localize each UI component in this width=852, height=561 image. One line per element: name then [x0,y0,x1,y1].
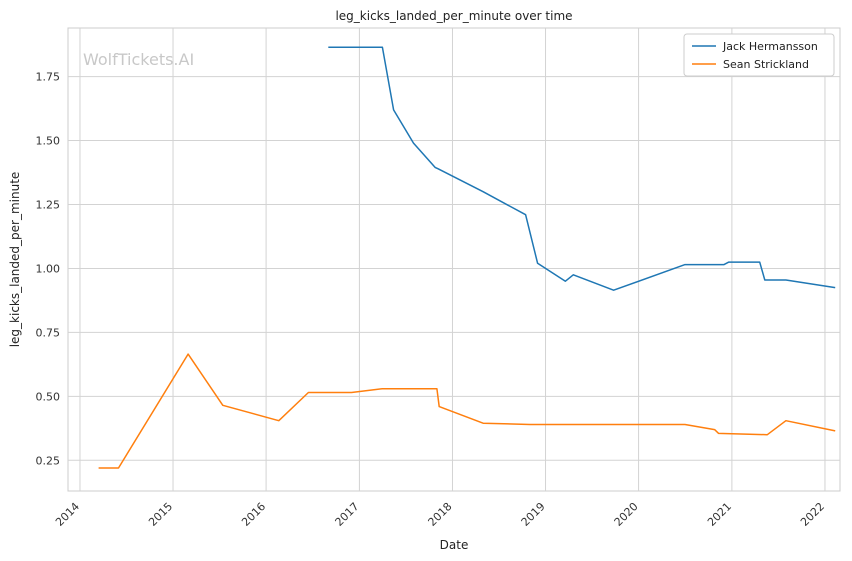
y-tick-label: 0.75 [36,326,61,339]
y-tick-label: 1.50 [36,135,61,148]
series-lines [98,46,836,469]
y-tick-label: 1.75 [36,71,61,84]
y-tick-label: 1.00 [36,262,61,275]
y-tick-label: 0.50 [36,390,61,403]
x-axis-title: Date [440,538,469,552]
legend-box [683,33,835,77]
series-line [328,46,836,291]
y-tick-label: 1.25 [36,199,61,212]
legend-label: Jack Hermansson [722,40,818,53]
plot-area [67,27,841,492]
y-tick-label: 0.25 [36,454,61,467]
y-axis-title: leg_kicks_landed_per_minute [8,172,22,348]
grid [68,28,840,491]
series-line [98,353,836,469]
chart-title: leg_kicks_landed_per_minute over time [335,9,572,23]
legend: Jack Hermansson Sean Strickland [683,33,835,77]
legend-label: Sean Strickland [723,58,809,71]
watermark: WolfTickets.AI [83,50,194,69]
